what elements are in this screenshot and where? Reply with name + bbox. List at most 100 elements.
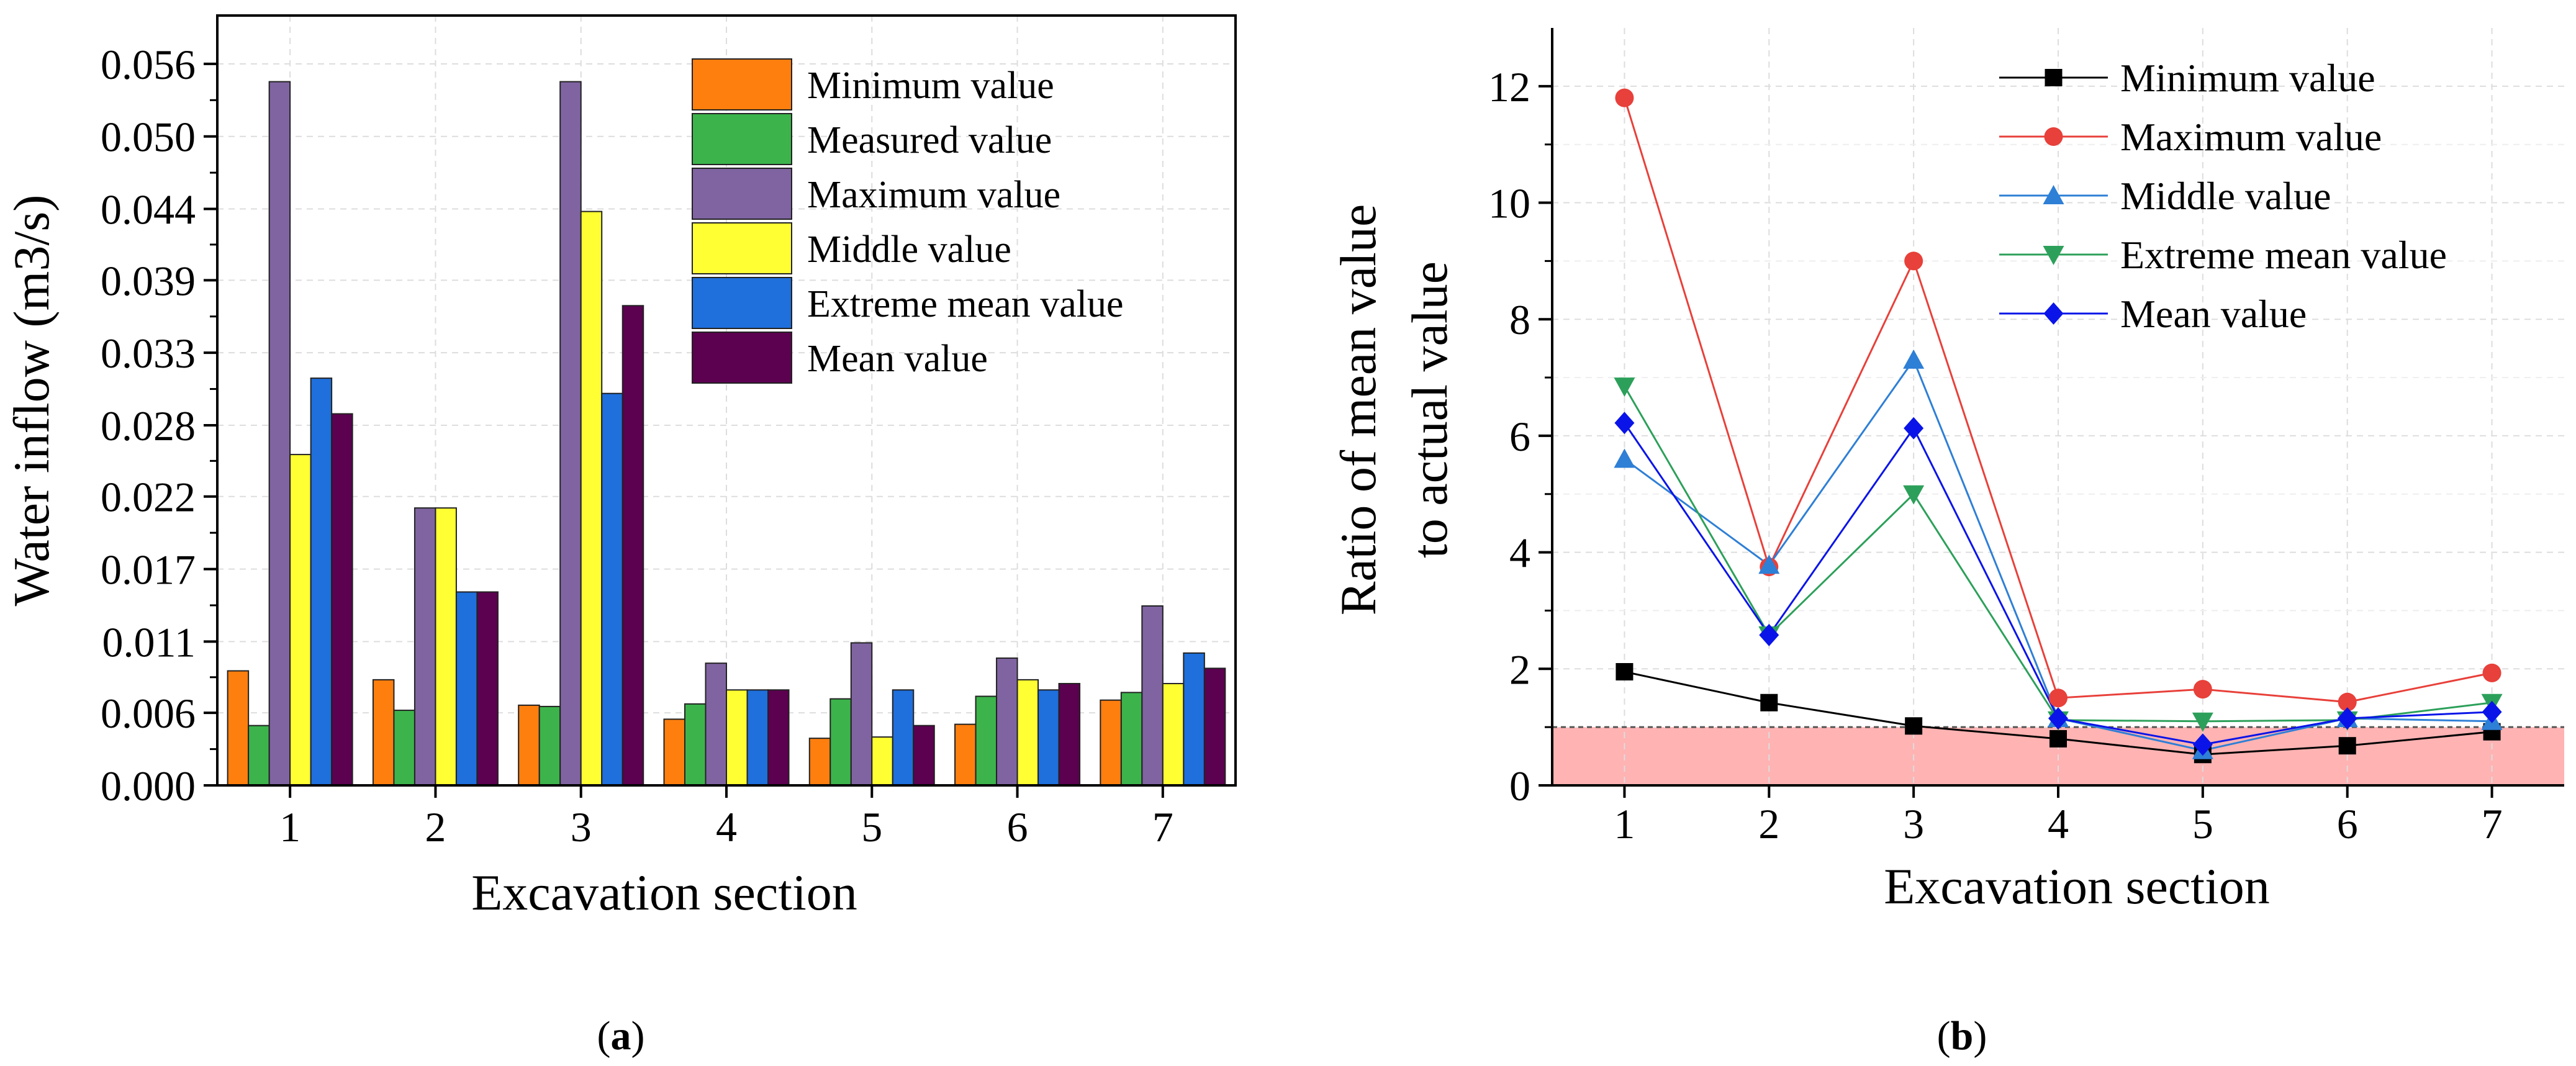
bar-minimum-value-section-1 (227, 670, 250, 787)
legend-marker-minimum-value (2045, 69, 2063, 86)
y-tick-label: 0.050 (101, 114, 196, 161)
point-mean-value-section-3 (1904, 417, 1924, 440)
x-tick-label: 2 (425, 803, 446, 851)
panel-b-legend: Minimum value Maximum value Middle value Ex… (1999, 56, 2447, 336)
panel-a-caption: (a) (597, 1013, 645, 1059)
x-tick-label: 3 (571, 803, 592, 851)
x-tick-label: 4 (2048, 800, 2069, 847)
bar-minimum-value-section-2 (372, 679, 395, 786)
legend-swatch-minimum-value (692, 58, 792, 111)
x-tick-label: 6 (2337, 800, 2358, 847)
bar-mean-value-section-5 (913, 725, 935, 787)
legend-label-middle-value: Middle value (2120, 174, 2331, 218)
point-minimum-value-section-6 (2338, 737, 2356, 755)
panel-a-x-ticks: 1 2 3 4 5 6 7 (279, 785, 1173, 851)
bar-extreme-mean-value-section-2 (455, 591, 478, 787)
bar-mean-value-section-1 (331, 413, 353, 786)
bar-extreme-mean-value-section-6 (1037, 689, 1060, 787)
y-tick-label: 0 (1509, 762, 1530, 810)
bar-minimum-value-section-6 (954, 723, 977, 787)
legend-swatch-extreme-mean-value (692, 277, 792, 329)
bar-middle-value-section-4 (726, 689, 748, 787)
bar-middle-value-section-2 (435, 507, 457, 786)
x-tick-label: 1 (1614, 800, 1635, 847)
y-tick-label: 4 (1509, 530, 1530, 577)
bar-middle-value-section-5 (871, 736, 893, 787)
legend-swatch-mean-value (692, 332, 792, 384)
point-minimum-value-section-3 (1905, 717, 1923, 735)
bar-measured-value-section-1 (248, 725, 270, 787)
point-minimum-value-section-1 (1616, 663, 1634, 680)
y-tick-label: 0.044 (101, 186, 196, 233)
bar-minimum-value-section-5 (808, 738, 831, 786)
legend-label-middle-value: Middle value (807, 228, 1011, 271)
legend-swatch-measured-value (692, 113, 792, 165)
point-extreme-mean-value-section-3 (1903, 485, 1925, 505)
legend-label-extreme-mean-value: Extreme mean value (807, 283, 1124, 325)
y-tick-label: 2 (1509, 646, 1530, 693)
bar-middle-value-section-3 (580, 210, 603, 786)
y-tick-label: 12 (1488, 63, 1530, 111)
bar-measured-value-section-3 (538, 705, 561, 787)
legend-label-mean-value: Mean value (2120, 292, 2307, 336)
point-middle-value-section-1 (1614, 448, 1635, 468)
bar-mean-value-section-2 (476, 591, 499, 787)
bar-mean-value-section-6 (1058, 683, 1081, 787)
bar-mean-value-section-4 (767, 689, 790, 787)
legend-label-extreme-mean-value: Extreme mean value (2120, 233, 2447, 277)
panel-b-y-axis-label-line2: to actual value (1401, 261, 1458, 558)
bar-mean-value-section-3 (621, 305, 644, 786)
point-minimum-value-section-2 (1760, 693, 1778, 711)
point-middle-value-section-2 (1758, 554, 1780, 574)
y-tick-label: 0.022 (101, 474, 196, 521)
point-mean-value-section-5 (2192, 733, 2213, 756)
point-mean-value-section-6 (2337, 707, 2357, 730)
y-tick-label: 0.011 (102, 618, 196, 666)
bar-measured-value-section-2 (393, 710, 415, 786)
legend-label-minimum-value: Minimum value (807, 65, 1054, 107)
x-tick-label: 1 (279, 803, 301, 851)
legend-label-measured-value: Measured value (807, 119, 1052, 161)
point-mean-value-section-4 (2048, 707, 2068, 730)
point-maximum-value-section-3 (1904, 251, 1923, 271)
bar-middle-value-section-7 (1162, 683, 1185, 787)
legend-swatch-maximum-value (692, 168, 792, 220)
y-tick-label: 0.056 (101, 41, 196, 88)
point-extreme-mean-value-section-1 (1614, 377, 1635, 397)
legend-label-mean-value: Mean value (807, 338, 988, 380)
bar-maximum-value-section-1 (268, 81, 291, 787)
bar-mean-value-section-7 (1203, 667, 1226, 786)
bar-extreme-mean-value-section-4 (746, 689, 769, 787)
bar-maximum-value-section-6 (996, 657, 1018, 787)
panel-a-bars (227, 81, 1226, 787)
legend-label-maximum-value: Maximum value (807, 174, 1060, 216)
panel-b-series (1614, 88, 2503, 764)
legend-marker-mean-value (2043, 302, 2064, 325)
y-tick-label: 0.039 (101, 257, 196, 304)
y-tick-label: 8 (1509, 296, 1530, 343)
bar-extreme-mean-value-section-1 (310, 377, 333, 786)
point-maximum-value-section-1 (1615, 88, 1634, 107)
y-tick-label: 10 (1488, 180, 1530, 227)
y-tick-label: 0.028 (101, 402, 196, 449)
legend-swatch-middle-value (692, 222, 792, 274)
panel-a-y-axis-label: Water inflow (m3/s) (3, 195, 60, 607)
point-maximum-value-section-7 (2482, 663, 2501, 682)
x-tick-label: 6 (1007, 803, 1028, 851)
bar-measured-value-section-6 (975, 695, 998, 786)
bar-maximum-value-section-2 (414, 507, 436, 786)
y-tick-label: 0.033 (101, 330, 196, 377)
panel-b-y-ticks: 0 2 4 6 8 10 12 (1488, 63, 1552, 810)
panel-b-x-axis-label: Excavation section (1884, 858, 2270, 915)
x-tick-label: 5 (2192, 800, 2213, 847)
bar-minimum-value-section-4 (663, 718, 685, 787)
panel-b-y-axis-label-line1: Ratio of mean value (1330, 204, 1386, 616)
point-middle-value-section-3 (1903, 349, 1925, 369)
legend-label-minimum-value: Minimum value (2120, 56, 2375, 100)
bar-extreme-mean-value-section-3 (601, 392, 623, 786)
y-tick-label: 0.000 (101, 762, 196, 810)
point-maximum-value-section-4 (2049, 689, 2068, 708)
bar-minimum-value-section-7 (1100, 699, 1122, 787)
